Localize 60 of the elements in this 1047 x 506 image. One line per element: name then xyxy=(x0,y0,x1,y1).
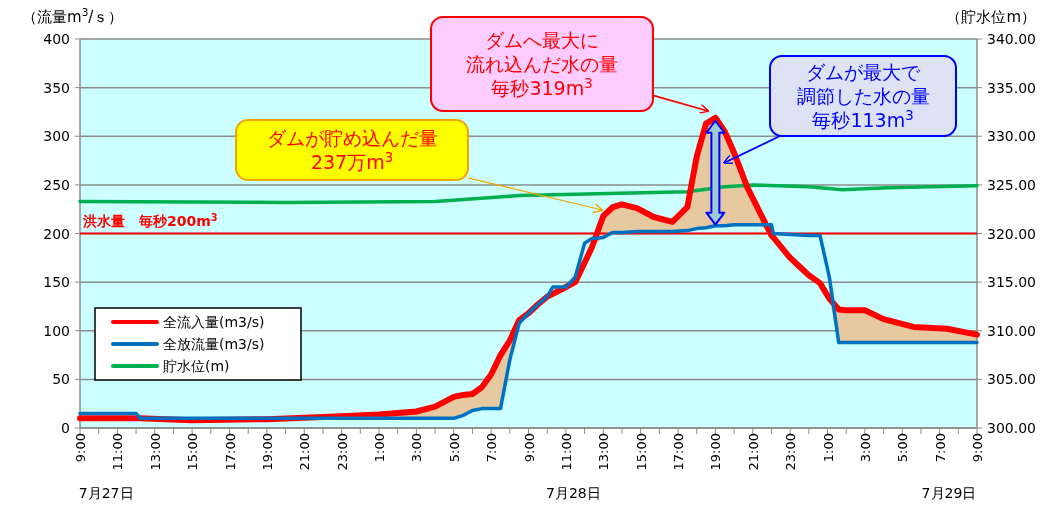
y2-tick-label: 325.00 xyxy=(987,176,1036,193)
x-tick-label: 19:00 xyxy=(708,433,724,471)
x2-tick-label: 7月28日 xyxy=(545,485,601,501)
x-tick-label: 5:00 xyxy=(895,433,911,463)
annotation: 毎秒319m$^{3}$ xyxy=(491,75,593,99)
x-tick-label: 9:00 xyxy=(970,433,985,463)
y2-tick-label: 320.00 xyxy=(987,225,1036,242)
x-tick-label: 13:00 xyxy=(596,433,612,471)
x-tick-label: 1:00 xyxy=(372,433,387,463)
y-tick-label: 400 xyxy=(43,31,70,47)
y2-tick-label: 315.00 xyxy=(987,274,1036,291)
x-tick-label: 1:00 xyxy=(820,433,836,463)
y2-tick-label: 335.00 xyxy=(987,79,1036,96)
y2-tick-label: 310.00 xyxy=(987,322,1036,339)
y-tick-label: 0 xyxy=(61,420,70,436)
x-tick-label: 17:00 xyxy=(222,433,238,471)
y2-tick-label: 330.00 xyxy=(987,128,1036,145)
y-tick-label: 50 xyxy=(52,371,70,388)
y-axis-title: （流量m$^{3}$/ｓ） xyxy=(22,6,124,26)
x-tick-label: 13:00 xyxy=(147,433,163,471)
x-tick-label: 11:00 xyxy=(110,433,126,471)
x-tick-label: 9:00 xyxy=(73,433,88,463)
legend-label: 全流入量(m3/s) xyxy=(163,314,265,330)
y-tick-label: 150 xyxy=(43,274,70,291)
x-tick-label: 11:00 xyxy=(558,433,574,471)
annotation: ダムが最大で xyxy=(806,61,921,83)
x-tick-label: 7:00 xyxy=(484,433,500,463)
x-tick-label: 21:00 xyxy=(297,433,313,471)
legend-label: 全放流量(m3/s) xyxy=(163,336,265,352)
annotation: ダムが貯め込んだ量 xyxy=(266,127,438,149)
x2-tick-label: 7月27日 xyxy=(78,485,134,501)
annotation: 237万m$^{3}$ xyxy=(310,149,394,173)
y-tick-label: 250 xyxy=(43,176,70,193)
x-tick-label: 15:00 xyxy=(633,433,649,471)
x-tick-label: 23:00 xyxy=(783,433,799,471)
annotation: ダムへ最大に xyxy=(485,29,599,51)
annotation: 流れ込んだ水の量 xyxy=(466,53,618,75)
y2-tick-label: 305.00 xyxy=(987,371,1036,388)
x-tick-label: 7:00 xyxy=(932,433,948,463)
x-tick-label: 19:00 xyxy=(259,433,275,471)
x-tick-label: 3:00 xyxy=(409,433,425,463)
x-tick-label: 9:00 xyxy=(521,433,537,463)
x-tick-label: 23:00 xyxy=(334,433,350,471)
y-tick-label: 100 xyxy=(43,322,70,339)
x-tick-label: 17:00 xyxy=(671,433,686,471)
x-tick-label: 21:00 xyxy=(745,433,761,471)
y2-axis-title: （貯水位m） xyxy=(946,8,1036,26)
y2-tick-label: 300.00 xyxy=(987,420,1036,436)
x-tick-label: 3:00 xyxy=(857,433,873,463)
x-tick-label: 5:00 xyxy=(446,433,462,463)
x2-tick-label: 7月29日 xyxy=(921,485,977,501)
x-tick-label: 15:00 xyxy=(185,433,201,471)
legend-label: 貯水位(m) xyxy=(163,358,230,374)
y-tick-label: 300 xyxy=(43,128,70,145)
annotation: 毎秒113m$^{3}$ xyxy=(812,107,914,131)
y2-tick-label: 340.00 xyxy=(987,31,1036,47)
ref-line-label: 洪水量 毎秒200m$^{3}$ xyxy=(82,211,218,229)
y-tick-label: 350 xyxy=(43,79,70,96)
annotation: 調節した水の量 xyxy=(796,85,930,107)
y-tick-label: 200 xyxy=(43,225,70,242)
